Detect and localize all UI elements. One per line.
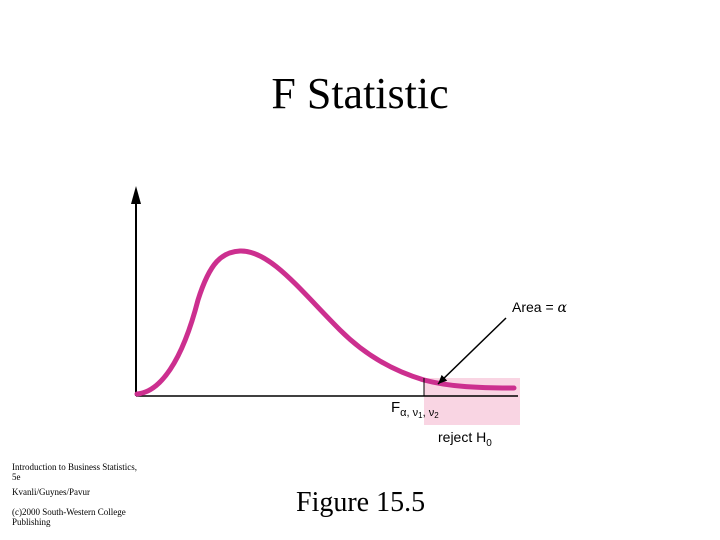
slide-title: F Statistic (271, 69, 449, 118)
credit-authors: Kvanli/Guynes/Pavur (12, 487, 90, 497)
critical-value-label: Fα, ν1, ν2 (391, 399, 439, 420)
area-pointer-arrow (437, 317, 507, 385)
y-axis-arrow-icon (131, 186, 141, 204)
credit-book-title: Introduction to Business Statistics, 5e (12, 462, 137, 482)
f-density-curve (134, 248, 517, 397)
credit-publisher: (c)2000 South-Western College Publishing (12, 507, 126, 527)
figure-caption: Figure 15.5 (296, 487, 426, 518)
area-label: Area = α (512, 299, 568, 316)
reject-region-label: reject H0 (438, 429, 492, 449)
